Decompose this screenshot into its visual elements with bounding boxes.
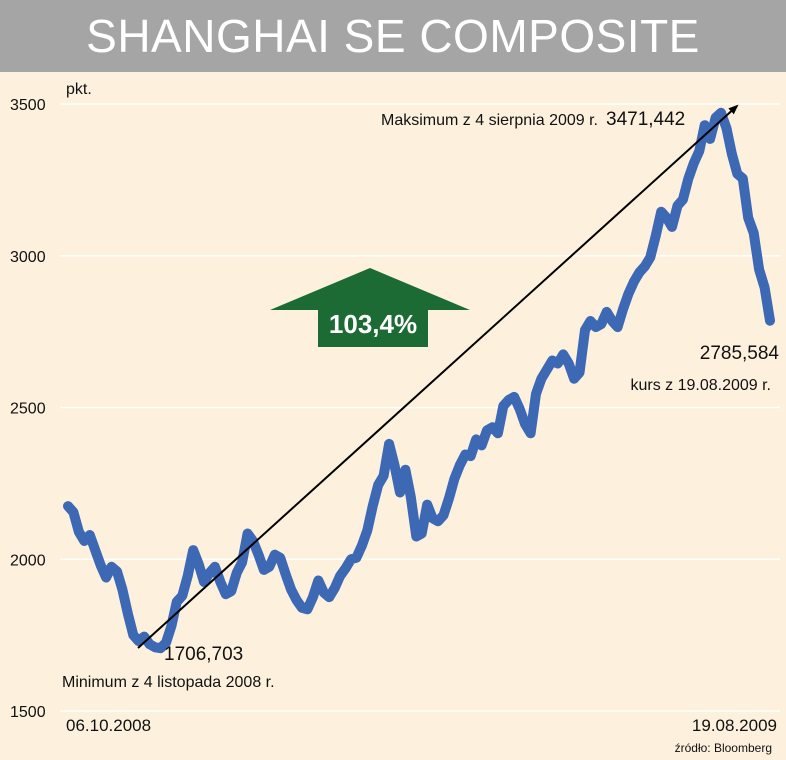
source-label: źródło: Bloomberg <box>675 741 772 755</box>
title-bar: SHANGHAI SE COMPOSITE <box>0 0 786 72</box>
min-annotation-value: 1706,703 <box>164 644 243 665</box>
change-percent-label: 103,4% <box>329 309 417 339</box>
x-axis-end-label: 19.08.2009 <box>692 716 777 735</box>
chart-title: SHANGHAI SE COMPOSITE <box>86 10 700 62</box>
series-line-group <box>63 107 775 654</box>
y-tick-label: 3500 <box>10 97 46 114</box>
last-value-label: kurs z 19.08.2009 r. <box>630 377 771 394</box>
max-annotation-label: Maksimum z 4 sierpnia 2009 r. <box>381 112 598 129</box>
last-value-annotation: 2785,584 <box>700 343 780 364</box>
min-annotation-label: Minimum z 4 listopada 2008 r. <box>62 674 275 691</box>
y-axis-label: pkt. <box>66 81 92 98</box>
y-axis-ticks: 3500 3000 2500 2000 1500 <box>10 97 46 721</box>
max-annotation-value: 3471,442 <box>606 109 685 130</box>
series-line <box>63 107 775 654</box>
y-tick-label: 1500 <box>10 704 46 721</box>
x-axis-start-label: 06.10.2008 <box>66 716 151 735</box>
gridlines <box>60 103 780 712</box>
y-tick-label: 2000 <box>10 552 46 569</box>
y-tick-label: 2500 <box>10 401 46 418</box>
trend-arrow <box>137 104 739 649</box>
change-arrow-shape <box>270 268 470 347</box>
y-tick-label: 3000 <box>10 249 46 266</box>
